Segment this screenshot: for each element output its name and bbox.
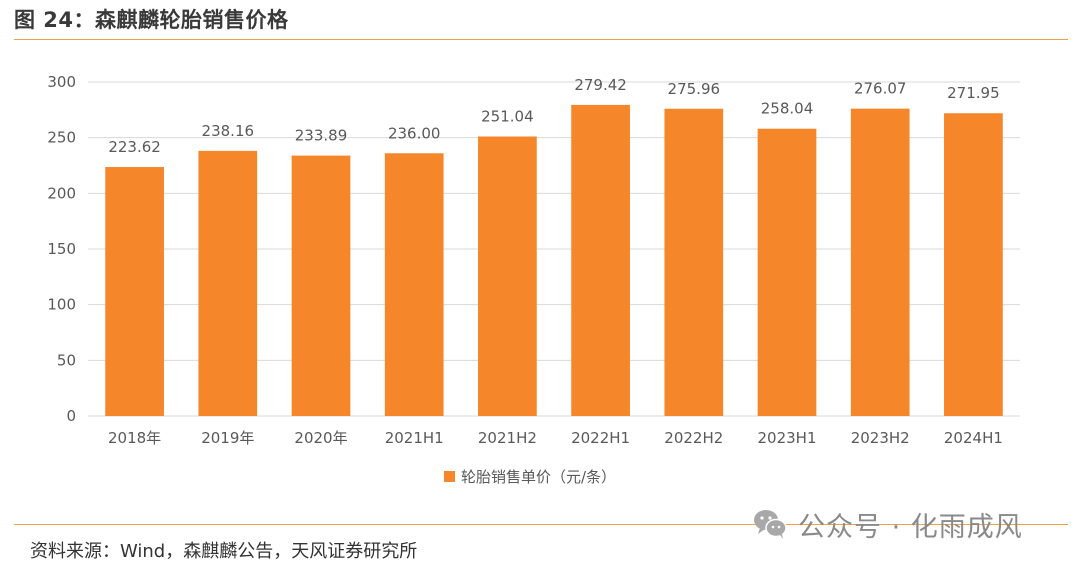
bar	[944, 113, 1003, 416]
x-tick-label: 2024H1	[944, 429, 1003, 447]
legend-swatch	[444, 471, 455, 482]
x-tick-label: 2021H2	[478, 429, 537, 447]
figure-title: 图 24：森麒麟轮胎销售价格	[14, 8, 289, 32]
bar	[384, 153, 444, 416]
data-label: 238.16	[202, 122, 255, 140]
watermark: 公众号 · 化雨成风	[752, 504, 1023, 544]
y-tick-label: 200	[47, 184, 76, 202]
bar	[105, 167, 164, 416]
x-tick-label: 2021H1	[385, 429, 444, 447]
x-tick-label: 2022H1	[571, 429, 630, 447]
bar	[198, 150, 258, 417]
x-tick-label: 2020年	[294, 429, 347, 447]
title-divider	[14, 39, 1068, 40]
source-note: 资料来源：Wind，森麒麟公告，天风证券研究所	[30, 541, 418, 562]
bar	[478, 136, 537, 417]
data-label: 275.96	[668, 80, 721, 98]
data-label: 223.62	[108, 138, 161, 156]
bar	[664, 108, 724, 417]
y-tick-label: 300	[47, 73, 76, 91]
data-label: 251.04	[481, 108, 534, 126]
data-label: 279.42	[574, 76, 627, 94]
bar	[291, 155, 351, 416]
bar	[571, 104, 630, 416]
y-tick-label: 250	[47, 129, 76, 147]
watermark-text: 公众号 · 化雨成风	[798, 511, 1023, 543]
x-tick-label: 2022H2	[664, 429, 723, 447]
bar	[850, 108, 910, 417]
source-divider	[14, 524, 1068, 525]
x-tick-label: 2018年	[108, 429, 161, 447]
x-tick-label: 2023H1	[758, 429, 817, 447]
y-tick-label: 50	[57, 351, 76, 369]
legend-label: 轮胎销售单价（元/条）	[461, 468, 616, 486]
bar	[757, 128, 817, 417]
data-label: 236.00	[388, 124, 441, 142]
y-tick-label: 100	[47, 296, 76, 314]
y-tick-label: 150	[47, 240, 76, 258]
data-label: 276.07	[854, 80, 907, 98]
x-tick-label: 2019年	[201, 429, 254, 447]
data-label: 258.04	[761, 100, 814, 118]
wechat-icon	[754, 510, 787, 539]
data-label: 271.95	[947, 84, 1000, 102]
x-tick-label: 2023H2	[851, 429, 910, 447]
data-label: 233.89	[295, 127, 348, 145]
bar-chart: 0 50 100 150 200 250 300 223.62 2018年 238.16 2019年…	[47, 73, 1020, 486]
y-tick-label: 0	[66, 407, 76, 425]
